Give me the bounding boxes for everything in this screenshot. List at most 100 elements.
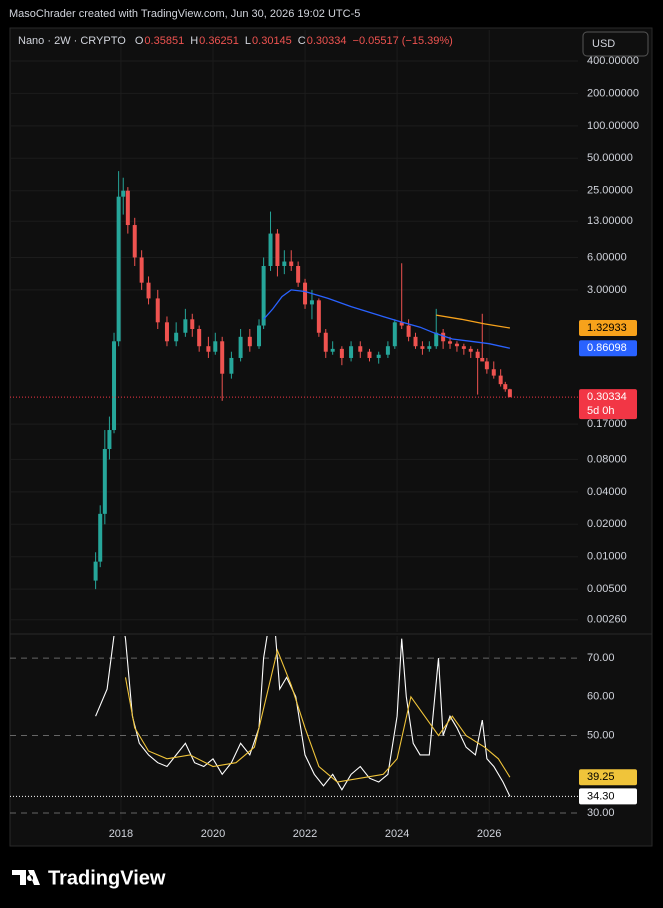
candle-body: [441, 332, 446, 342]
currency-button[interactable]: [582, 31, 649, 57]
candle-body: [146, 282, 151, 299]
candle-body: [296, 265, 301, 283]
y-tick-label: 0.08000: [587, 453, 627, 465]
candle-body: [484, 361, 489, 370]
currency[interactable]: USD: [592, 38, 615, 50]
candle-body: [427, 346, 432, 349]
candle-body: [503, 384, 508, 390]
candle-body: [174, 332, 179, 342]
x-tick-label: 2026: [477, 828, 501, 840]
price-tag: [579, 319, 637, 336]
price-tag-label: 0.86098: [587, 342, 627, 354]
logo: TradingView: [12, 867, 166, 889]
candle-body: [213, 341, 218, 352]
y-tick-label: 13.00000: [587, 215, 633, 227]
candle-body: [420, 346, 425, 349]
candle-body: [448, 341, 453, 344]
y-tick-label: 60.00: [587, 691, 615, 703]
y-tick-label: 0.00260: [587, 614, 627, 626]
candle-body: [434, 332, 439, 347]
candle-body: [507, 389, 512, 398]
ohlc-label: H: [190, 35, 199, 47]
chart-area: [9, 27, 653, 847]
y-tick-label: 0.02000: [587, 518, 627, 530]
candle-body: [282, 261, 287, 266]
y-tick-label: 70.00: [587, 652, 615, 664]
ohlc-label: L: [244, 35, 252, 47]
y-tick-label: 6.00000: [587, 251, 627, 263]
candle-body: [275, 233, 280, 266]
y-tick-label: 25.00000: [587, 185, 633, 197]
series-line: [124, 648, 511, 783]
candle-body: [385, 346, 390, 355]
change: −0.05517 (−15.39%): [352, 35, 453, 47]
candle-body: [247, 336, 252, 347]
candle-body: [238, 336, 243, 358]
candle-body: [339, 348, 344, 358]
plot: [93, 171, 512, 590]
x-tick-label: 2024: [385, 828, 409, 840]
candle-body: [125, 190, 130, 226]
y-tick-label: 50.00000: [587, 152, 633, 164]
candle-body: [323, 332, 328, 352]
price-tag: [579, 340, 637, 357]
ohlc-value: 0.35851: [144, 35, 185, 47]
candle-body: [164, 322, 169, 342]
ohlc-label: C: [297, 35, 306, 47]
ohlc-value: 0.36251: [199, 35, 239, 47]
candle-body: [491, 369, 496, 376]
x-tick-label: 2018: [109, 828, 133, 840]
legend: Nano · 2W · CRYPTO O0.35851 H0.36251 L0.30…: [18, 35, 454, 47]
candle-body: [257, 325, 262, 347]
y-tick-label: 0.00500: [587, 583, 627, 595]
candle-body: [413, 336, 418, 347]
candle-body: [112, 341, 117, 431]
candle-body: [190, 319, 195, 330]
countdown: 5d 0h: [587, 405, 615, 417]
logo-icon: [12, 870, 40, 885]
y-tick-label: 3.00000: [587, 284, 627, 296]
candle-body: [261, 265, 266, 326]
candle-body: [480, 357, 485, 362]
candle-body: [392, 322, 397, 347]
candle-body: [206, 346, 211, 352]
candle-body: [399, 322, 404, 326]
candle-body: [303, 282, 308, 305]
y-tick-label: 30.00: [587, 807, 615, 819]
price-tag: [579, 788, 637, 805]
candle-body: [468, 348, 473, 352]
candle-body: [116, 196, 121, 342]
credit: MasoChrader created with TradingView.com…: [9, 8, 360, 20]
candle-body: [461, 346, 466, 349]
indicator-line: [263, 289, 511, 349]
candle-body: [139, 257, 144, 283]
candle-body: [454, 343, 459, 347]
price-tag: [579, 769, 637, 786]
y-tick-label: 400.00000: [587, 55, 639, 67]
symbol: Nano · 2W · CRYPTO: [18, 35, 126, 47]
candle-body: [93, 561, 98, 581]
y-tick-label: 100.00000: [587, 120, 639, 132]
candle-body: [107, 430, 112, 449]
candle-body: [376, 354, 381, 358]
price-tag-label: 0.30334: [587, 391, 627, 403]
candle-body: [349, 346, 354, 358]
candle-body: [475, 351, 480, 358]
y-tick-label: 200.00000: [587, 87, 639, 99]
candle-body: [330, 348, 335, 352]
candle-body: [197, 329, 202, 347]
candle-body: [121, 190, 126, 197]
brand: TradingView: [48, 867, 166, 889]
candle-body: [220, 341, 225, 374]
candle-body: [229, 357, 234, 374]
ohlc-value: 0.30334: [306, 35, 347, 47]
candle-body: [358, 346, 363, 352]
x-tick-label: 2022: [293, 828, 317, 840]
ohlc-label: O: [134, 35, 144, 47]
price-tag-label: 34.30: [587, 790, 615, 802]
ohlc-value: 0.30145: [252, 35, 292, 47]
price-tag-label: 39.25: [587, 771, 615, 783]
candle-body: [183, 319, 188, 333]
candle-body: [289, 261, 294, 266]
